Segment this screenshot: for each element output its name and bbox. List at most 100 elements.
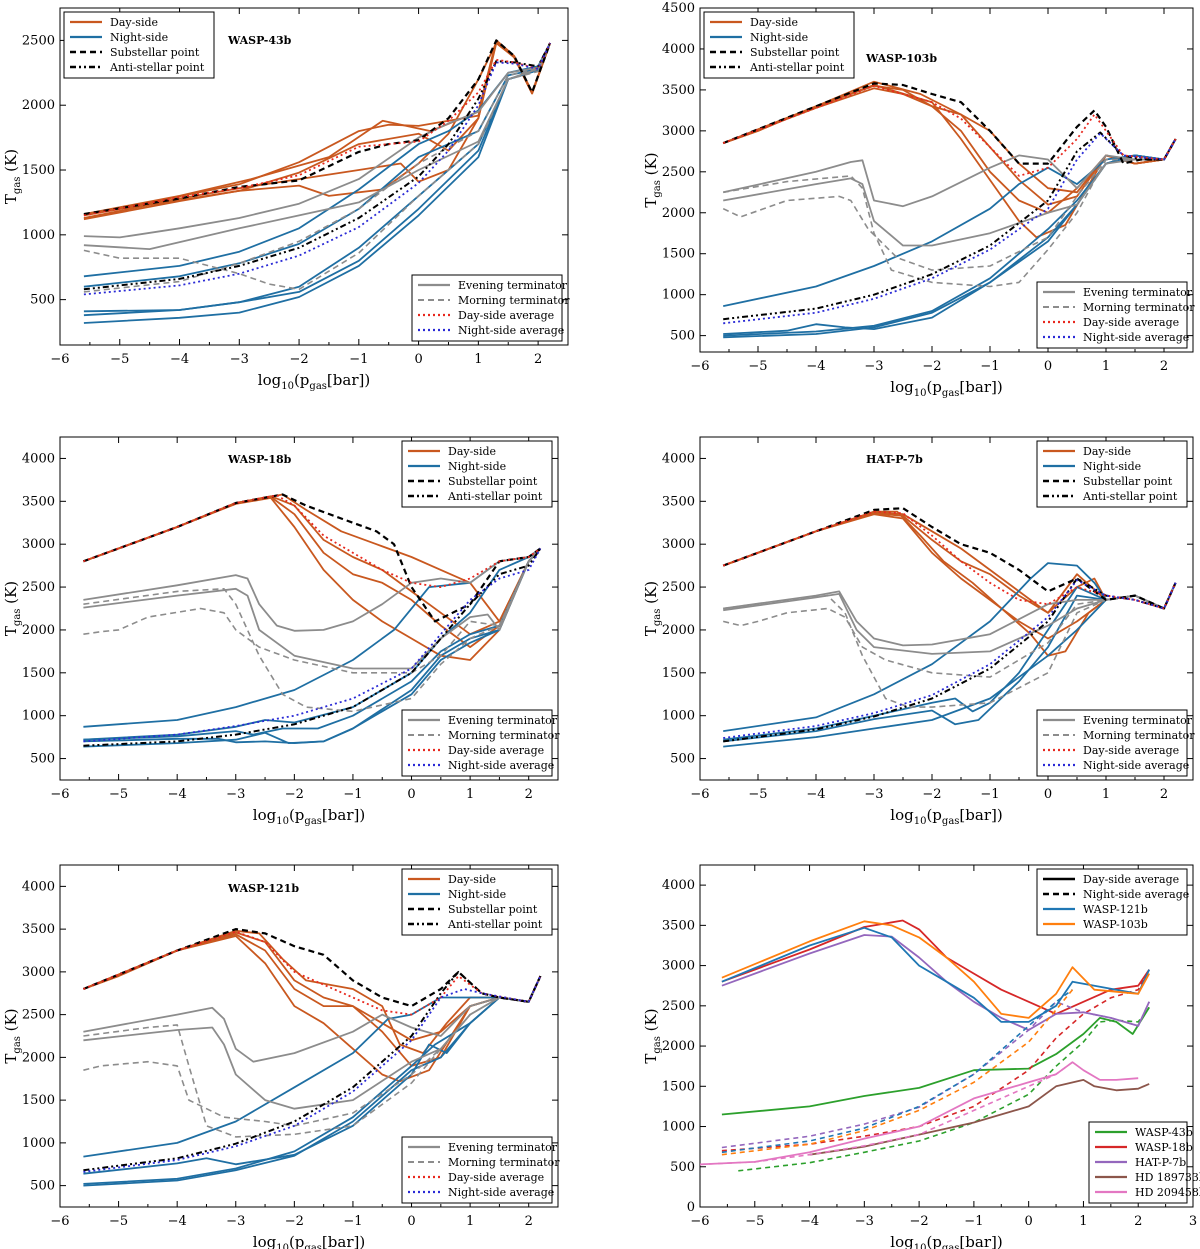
legend-entry: Substellar point (448, 475, 538, 488)
legend-entry: Day-side average (1083, 316, 1179, 329)
y-tick-label: 2500 (22, 1008, 55, 1023)
legend-entry: Anti-stellar point (749, 61, 845, 74)
x-tick-label: −5 (748, 359, 767, 374)
legend-entry: Evening terminator (1083, 286, 1193, 299)
y-axis-label: Tgas (K) (2, 149, 23, 204)
y-tick-label: 2000 (662, 623, 695, 638)
series-line-day-side (83, 496, 542, 648)
legend-entry: Anti-stellar point (447, 490, 543, 503)
x-tick-label: 1 (1079, 1214, 1087, 1229)
x-tick-label: −1 (980, 359, 999, 374)
y-tick-label: 4000 (22, 879, 55, 894)
x-tick-label: 0 (1044, 359, 1052, 374)
legend-entry: Night-side average (448, 759, 554, 772)
x-tick-label: −4 (168, 1214, 187, 1229)
legend-entry: Evening terminator (1083, 714, 1193, 727)
series-line-wasp-121b (721, 989, 1073, 1154)
y-tick-label: 4000 (22, 451, 55, 466)
y-tick-label: 3500 (22, 494, 55, 509)
y-tick-label: 1500 (22, 666, 55, 681)
y-tick-label: 2500 (662, 580, 695, 595)
x-axis-label: log10(pgas[bar]) (258, 371, 370, 392)
series-line-anti-stellar-point (723, 131, 1177, 321)
x-tick-label: −2 (289, 352, 308, 367)
series-line-evening-terminator (723, 582, 1177, 655)
y-tick-label: 500 (30, 293, 55, 308)
legend-entry: Substellar point (1083, 475, 1173, 488)
series-line-day-side-average (722, 510, 1177, 610)
series-line-day-side-average (83, 494, 541, 588)
series-line-wasp-121b (721, 926, 1151, 1023)
series-line-hat-p-7b (721, 1000, 1150, 1149)
legend-entry: Day-side average (1083, 744, 1179, 757)
legend-entry: WASP-43b (1135, 1126, 1193, 1139)
x-axis-label: log10(pgas[bar]) (890, 378, 1002, 399)
y-tick-label: 2500 (662, 999, 695, 1014)
series-line-evening-terminator (83, 42, 551, 239)
x-tick-label: −5 (109, 1214, 128, 1229)
legend-entry: Night-side (448, 460, 506, 473)
x-tick-label: −4 (170, 352, 189, 367)
series-line-morning-terminator (83, 547, 541, 713)
y-tick-label: 500 (670, 752, 695, 767)
x-tick-label: −5 (748, 787, 767, 802)
series-group (722, 80, 1177, 339)
legend-entry: Anti-stellar point (1082, 490, 1178, 503)
series-line-day-side (722, 84, 1177, 214)
legend-entry: HD 189733b (1135, 1171, 1200, 1184)
series-line-morning-terminator (723, 582, 1177, 678)
y-tick-label: 3000 (22, 537, 55, 552)
y-tick-label: 1500 (22, 163, 55, 178)
legend-entry: Evening terminator (458, 279, 568, 292)
x-tick-label: −5 (745, 1214, 764, 1229)
x-tick-label: 0 (414, 352, 422, 367)
series-line-wasp-18b (721, 969, 1150, 1152)
legend-entry: Night-side average (1083, 331, 1189, 344)
y-tick-label: 3500 (22, 922, 55, 937)
series-line-evening-terminator (83, 547, 541, 632)
series-line-wasp-43b (738, 1006, 1150, 1172)
y-tick-label: 1000 (22, 709, 55, 724)
y-tick-label: 3500 (662, 918, 695, 933)
legend-entry: Day-side (110, 16, 158, 29)
series-line-substellar-point (722, 507, 1177, 610)
legend-entry: Night-side average (458, 324, 564, 337)
y-tick-label: 1000 (22, 228, 55, 243)
legend-entry: Day-side average (448, 744, 544, 757)
y-tick-label: 3000 (662, 537, 695, 552)
plot-frame (59, 864, 559, 1208)
x-tick-label: −3 (230, 352, 249, 367)
legend-entry: Morning terminator (1083, 729, 1195, 742)
series-line-day-side (83, 935, 542, 1083)
y-tick-label: 3000 (662, 124, 695, 139)
y-tick-label: 1500 (662, 1079, 695, 1094)
x-tick-label: 2 (1160, 359, 1168, 374)
x-tick-label: −1 (349, 352, 368, 367)
x-tick-label: 2 (534, 352, 542, 367)
legend-entry: Substellar point (750, 46, 840, 59)
legend-entry: HAT-P-7b (1135, 1156, 1186, 1169)
legend-entry: WASP-18b (1135, 1141, 1193, 1154)
y-tick-label: 3500 (662, 494, 695, 509)
x-tick-label: −3 (864, 359, 883, 374)
y-axis-label: Tgas (K) (642, 1008, 663, 1063)
legend-entry: Night-side (448, 888, 506, 901)
series-line-hd-209458b (700, 1061, 1139, 1166)
series-line-wasp-103b (721, 989, 1074, 1156)
y-tick-label: 3500 (662, 83, 695, 98)
x-tick-label: −3 (226, 1214, 245, 1229)
series-line-anti-stellar-point (83, 547, 542, 747)
subplot-title: WASP-121b (227, 882, 299, 895)
series-line-night-side-average (83, 548, 542, 743)
x-tick-label: −2 (910, 1214, 929, 1229)
x-tick-label: −2 (922, 787, 941, 802)
x-tick-label: 0 (1044, 787, 1052, 802)
y-tick-label: 4000 (662, 42, 695, 57)
y-tick-label: 2500 (22, 33, 55, 48)
series-line-substellar-point (83, 39, 552, 216)
y-tick-label: 2000 (22, 1050, 55, 1065)
x-tick-label: −6 (690, 1214, 709, 1229)
x-tick-label: −2 (922, 359, 941, 374)
x-tick-label: 1 (474, 352, 482, 367)
series-line-morning-terminator (83, 975, 542, 1138)
